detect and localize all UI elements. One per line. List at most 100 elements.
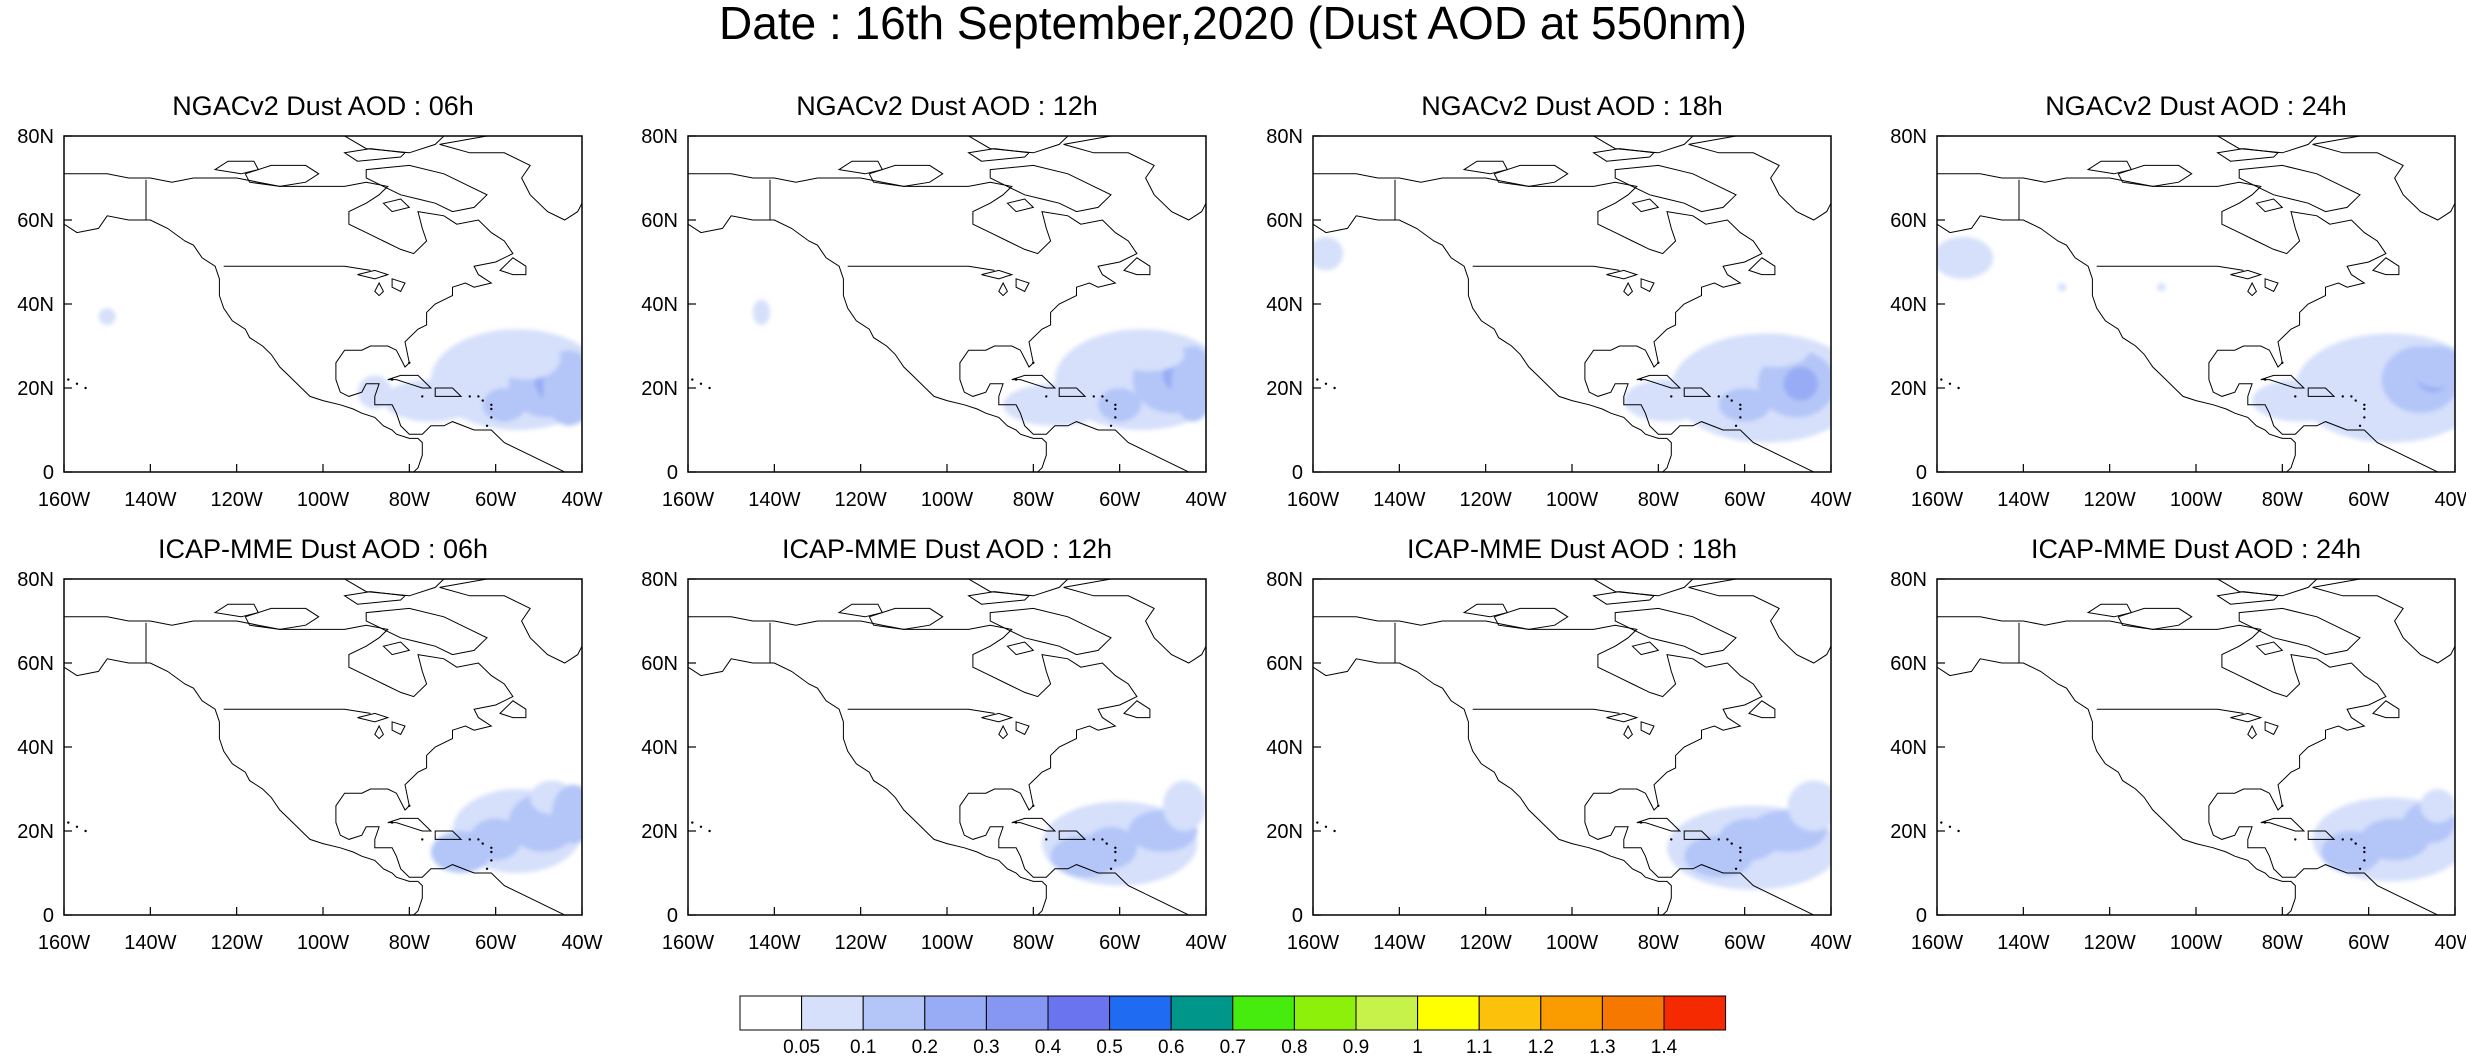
island: [1109, 867, 1113, 870]
lake-outline: [374, 281, 385, 297]
coastline: [1631, 198, 1660, 213]
coastline: [2117, 607, 2193, 630]
colorbar-swatch: [1293, 995, 1357, 1031]
coastline: [1688, 136, 1831, 221]
x-tick-label: 160W: [662, 489, 714, 511]
lake-outline: [1015, 721, 1030, 736]
dust-aod-shading: [1666, 780, 1831, 890]
island: [1324, 382, 1328, 385]
lake-outline: [1640, 278, 1655, 293]
coastline: [499, 257, 527, 276]
lake-outline: [998, 724, 1009, 740]
coastline: [868, 607, 944, 630]
coastline: [244, 607, 320, 630]
lake-outline: [1606, 269, 1639, 280]
lake-outline: [1606, 712, 1639, 723]
island: [691, 821, 694, 824]
coastline: [213, 603, 260, 618]
colorbar-swatch: [862, 995, 926, 1031]
border-us-canada: [847, 708, 995, 714]
coastline: [2238, 164, 2361, 213]
island: [1316, 378, 1319, 381]
map-panel: 160W 140W 120W 100W 80W 60W 40W 80N 60N 40N 20N 0: [641, 569, 1226, 954]
x-tick-label: 120W: [1460, 489, 1512, 511]
coastlines: [1937, 136, 2455, 472]
map-panel: 160W 140W 120W 100W 80W 60W 40W 80N 60N 40N 20N 0: [1890, 569, 2466, 954]
x-tick-label: 80W: [1638, 932, 1679, 954]
island: [2363, 846, 2366, 849]
y-tick-label: 0: [1916, 462, 1927, 484]
y-tick-label: 80N: [641, 126, 678, 148]
colorbar-swatch: [1540, 995, 1603, 1031]
figure-title: Date : 16th September,2020 (Dust AOD at …: [719, 0, 1747, 49]
island: [408, 804, 411, 807]
dust-aod-shading: [752, 299, 1206, 430]
island: [1948, 825, 1952, 828]
x-tick-label: 100W: [1546, 489, 1598, 511]
x-tick-label: 160W: [662, 932, 714, 954]
dust-region: [491, 337, 561, 380]
coastline: [989, 607, 1112, 656]
x-tick-label: 100W: [297, 932, 349, 954]
coastline: [343, 148, 407, 162]
border-us-canada: [2096, 708, 2244, 714]
coastline: [2117, 164, 2193, 187]
coastline: [343, 591, 407, 605]
y-tick-label: 80N: [17, 569, 54, 591]
lake-outline: [2247, 724, 2258, 740]
coastline: [2307, 387, 2336, 397]
lake-outline: [391, 721, 406, 736]
coastline: [2238, 607, 2361, 656]
coastline: [1683, 830, 1712, 840]
dust-region: [1085, 826, 1137, 869]
lake-outline: [1015, 278, 1030, 293]
x-tick-label: 120W: [2084, 489, 2136, 511]
x-tick-label: 40W: [561, 932, 602, 954]
colorbar-label: 1: [1412, 1037, 1423, 1056]
y-tick-label: 60N: [1890, 210, 1927, 232]
x-tick-label: 140W: [124, 932, 176, 954]
island: [2281, 361, 2284, 364]
x-tick-label: 160W: [1911, 489, 1963, 511]
island: [1739, 416, 1742, 419]
x-tick-label: 60W: [1099, 932, 1140, 954]
island: [2363, 859, 2366, 862]
y-tick-label: 20N: [1266, 378, 1303, 400]
border-us-canada: [1472, 265, 1620, 271]
colorbar-swatch: [1355, 995, 1419, 1031]
panel-title: ICAP-MME Dust AOD : 24h: [2030, 534, 2362, 564]
x-tick-label: 60W: [2348, 489, 2389, 511]
border-us-canada: [223, 265, 371, 271]
y-tick-label: 20N: [641, 378, 678, 400]
island: [2350, 838, 2353, 841]
lake-outline: [2264, 278, 2279, 293]
x-tick-label: 80W: [1013, 932, 1054, 954]
dust-aod-shading: [1313, 236, 1831, 443]
coastline: [1683, 387, 1712, 397]
x-tick-label: 160W: [38, 932, 90, 954]
y-tick-label: 40N: [17, 737, 54, 759]
island: [2350, 395, 2353, 398]
island: [485, 867, 489, 870]
coastline: [1614, 164, 1737, 213]
island: [1739, 850, 1742, 854]
island: [1657, 804, 1660, 807]
colorbar-label: 1.2: [1528, 1037, 1554, 1056]
island: [1717, 395, 1720, 398]
x-tick-label: 140W: [1997, 932, 2049, 954]
coastline: [1462, 160, 1509, 175]
dust-region: [1003, 383, 1107, 426]
island: [421, 395, 424, 398]
colorbar-label: 1.3: [1589, 1037, 1615, 1056]
y-tick-label: 60N: [1266, 653, 1303, 675]
island: [1014, 821, 1018, 824]
panel-title: NGACv2 Dust AOD : 06h: [172, 91, 474, 121]
island: [1032, 804, 1035, 807]
island: [1717, 838, 1720, 841]
panel-title: ICAP-MME Dust AOD : 06h: [157, 534, 489, 564]
island: [1032, 361, 1035, 364]
island: [1670, 395, 1673, 398]
coastline: [439, 579, 582, 664]
y-tick-label: 0: [1916, 905, 1927, 927]
coastline: [1688, 579, 1831, 664]
